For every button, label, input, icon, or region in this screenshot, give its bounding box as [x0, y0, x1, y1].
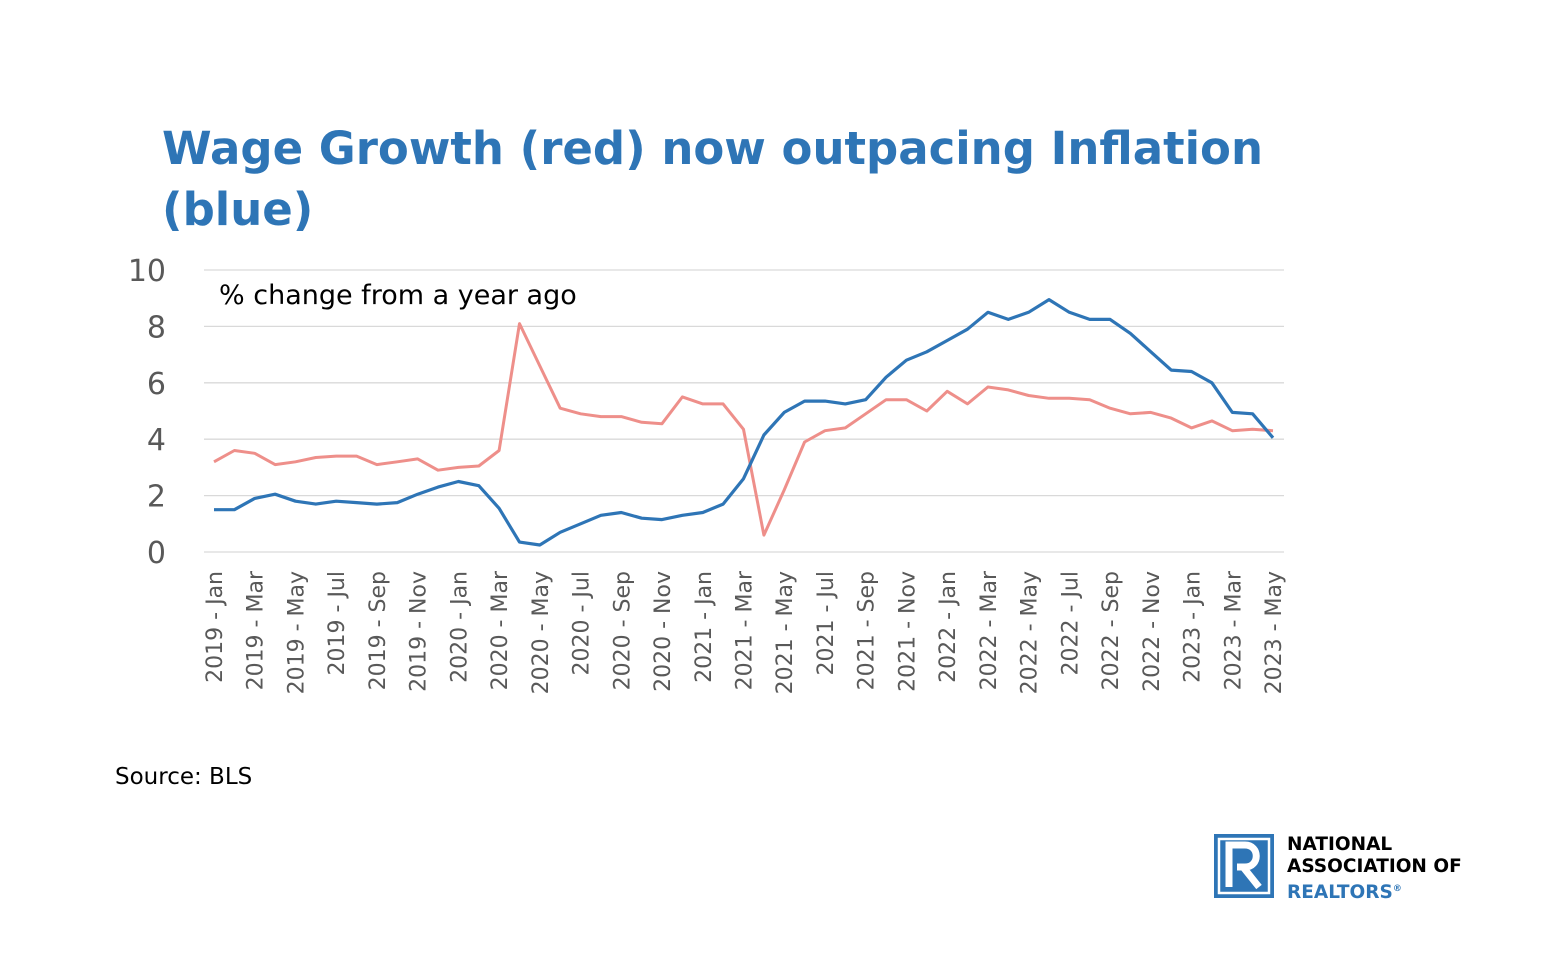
- source-note: Source: BLS: [115, 764, 253, 790]
- x-tick-label: 2021 - Sep: [855, 571, 880, 690]
- x-tick-label: 2022 - Jan: [936, 571, 961, 683]
- y-tick-label: 10: [128, 254, 166, 289]
- series-line-red: [213, 322, 1274, 537]
- x-tick-label: 2022 - Jul: [1058, 571, 1083, 675]
- x-tick-label: 2020 - Mar: [488, 570, 513, 690]
- logo-line-3-text: REALTORS: [1287, 882, 1393, 904]
- y-tick-label: 2: [147, 480, 166, 515]
- logo-wordmark: NATIONAL ASSOCIATION OF REALTORS®: [1287, 834, 1462, 904]
- x-tick-label: 2021 - Jul: [814, 571, 839, 675]
- x-tick-label: 2021 - Mar: [733, 570, 758, 690]
- x-tick-label: 2022 - Nov: [1140, 571, 1165, 692]
- series-lines: [213, 298, 1275, 547]
- x-axis-ticks: 2019 - Jan 2019 - Mar 2019 - May 2019 - Jul…: [203, 570, 1287, 694]
- chart-title: Wage Growth (red) now outpacing Inflatio…: [162, 122, 1263, 236]
- x-tick-label: 2020 - Jan: [447, 571, 472, 683]
- x-tick-label: 2023 - Mar: [1221, 570, 1246, 690]
- logo-line-2: ASSOCIATION OF: [1287, 856, 1462, 877]
- realtor-r-logo-icon: [1214, 834, 1274, 898]
- registered-mark: ®: [1392, 884, 1402, 894]
- y-tick-label: 4: [147, 423, 166, 458]
- x-tick-label: 2021 - Nov: [895, 571, 920, 692]
- x-tick-label: 2019 - Jul: [325, 571, 350, 675]
- x-tick-label: 2022 - Mar: [977, 570, 1002, 690]
- logo-line-1: NATIONAL: [1287, 834, 1393, 855]
- y-tick-label: 6: [147, 367, 166, 402]
- x-tick-label: 2019 - Jan: [203, 571, 228, 683]
- x-tick-label: 2019 - May: [284, 571, 309, 694]
- x-tick-label: 2021 - May: [773, 571, 798, 694]
- nar-logo: NATIONAL ASSOCIATION OF REALTORS®: [1214, 834, 1514, 903]
- x-tick-label: 2020 - Sep: [610, 571, 635, 690]
- series-line-blue: [214, 298, 1275, 547]
- x-tick-label: 2023 - May: [1262, 571, 1287, 694]
- x-tick-label: 2023 - Jan: [1181, 571, 1206, 683]
- x-tick-label: 2021 - Jan: [692, 571, 717, 683]
- x-tick-label: 2020 - Nov: [651, 571, 676, 692]
- chart-annotation: % change from a year ago: [219, 280, 577, 311]
- x-tick-label: 2022 - Sep: [1099, 571, 1124, 690]
- x-tick-label: 2019 - Mar: [244, 570, 269, 690]
- x-tick-label: 2020 - May: [529, 571, 554, 694]
- x-tick-label: 2022 - May: [1018, 571, 1043, 694]
- x-tick-label: 2019 - Nov: [407, 571, 432, 692]
- x-tick-label: 2019 - Sep: [366, 571, 391, 690]
- y-tick-label: 8: [147, 310, 166, 345]
- y-axis-ticks: 0 2 4 6 8 10: [128, 254, 166, 571]
- logo-line-3: REALTORS®: [1287, 878, 1462, 904]
- x-tick-label: 2020 - Jul: [570, 571, 595, 675]
- y-tick-label: 0: [147, 536, 166, 571]
